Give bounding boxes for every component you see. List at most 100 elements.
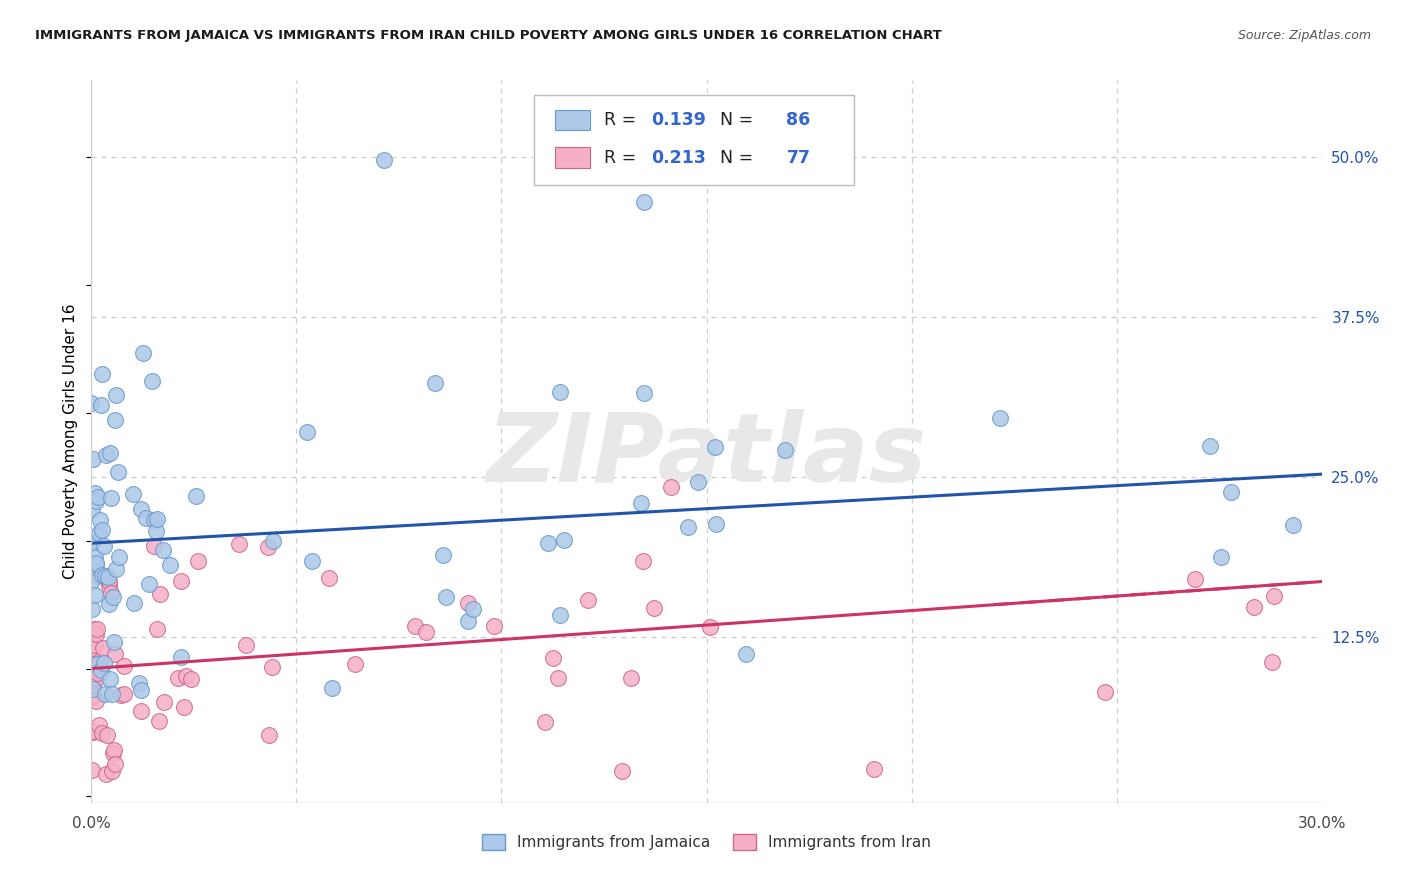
Point: [141, 374, 163, 388]
Point: [83, 640, 105, 655]
Point: [91, 367, 114, 381]
Point: [262, 533, 284, 548]
Point: [84, 588, 107, 602]
Point: [318, 571, 340, 585]
Point: [148, 714, 170, 729]
Legend: Immigrants from Jamaica, Immigrants from Iran: Immigrants from Jamaica, Immigrants from…: [475, 829, 938, 856]
Text: R =: R =: [605, 111, 643, 129]
Point: [138, 576, 160, 591]
Text: 77: 77: [786, 149, 810, 167]
Point: [432, 549, 454, 563]
Point: [84, 694, 107, 708]
Point: [228, 537, 250, 551]
Text: N =: N =: [709, 111, 759, 129]
Point: [100, 586, 122, 600]
Point: [1243, 599, 1265, 614]
Point: [167, 671, 190, 685]
FancyBboxPatch shape: [534, 95, 853, 185]
Point: [80, 395, 103, 409]
Point: [112, 688, 135, 702]
Text: 86: 86: [786, 111, 811, 129]
Point: [146, 511, 169, 525]
Point: [170, 574, 193, 588]
Point: [159, 558, 181, 572]
Point: [84, 556, 107, 570]
Point: [142, 539, 165, 553]
Point: [93, 539, 115, 553]
Point: [103, 635, 125, 649]
Point: [90, 523, 112, 537]
Point: [96, 448, 118, 462]
Point: [84, 638, 107, 652]
Point: [87, 666, 110, 681]
Point: [1184, 573, 1206, 587]
Point: [703, 440, 725, 454]
Point: [100, 491, 122, 505]
Point: [86, 622, 108, 636]
Point: [547, 671, 569, 685]
Point: [80, 671, 103, 685]
Point: [257, 540, 280, 554]
Text: 0.213: 0.213: [651, 149, 706, 167]
Point: [686, 475, 709, 489]
FancyBboxPatch shape: [555, 147, 589, 168]
Point: [152, 543, 174, 558]
Point: [82, 679, 104, 693]
Point: [620, 671, 643, 685]
Point: [434, 591, 457, 605]
Point: [132, 346, 155, 360]
Point: [122, 486, 145, 500]
Point: [415, 625, 437, 640]
Point: [122, 596, 145, 610]
Point: [862, 762, 884, 776]
Point: [96, 727, 118, 741]
Point: [97, 597, 120, 611]
Point: [343, 657, 366, 672]
Point: [104, 388, 127, 402]
Point: [152, 695, 174, 709]
Point: [80, 502, 103, 516]
Point: [98, 446, 121, 460]
Point: [80, 690, 103, 705]
Point: [187, 554, 209, 568]
Point: [82, 673, 104, 687]
Point: [321, 681, 343, 695]
Point: [101, 687, 124, 701]
Point: [110, 688, 132, 702]
Point: [734, 647, 756, 661]
Point: [87, 490, 110, 504]
Point: [104, 413, 127, 427]
Point: [553, 533, 575, 548]
Text: R =: R =: [605, 149, 643, 167]
Point: [661, 480, 683, 494]
Point: [631, 554, 654, 568]
Point: [103, 647, 125, 661]
Point: [103, 757, 125, 772]
Point: [1220, 485, 1243, 500]
Point: [1282, 517, 1305, 532]
Point: [112, 659, 135, 673]
Point: [82, 763, 104, 777]
Point: [82, 536, 104, 550]
Point: [90, 399, 112, 413]
Point: [84, 550, 107, 565]
Point: [145, 524, 167, 538]
Point: [80, 533, 103, 548]
Point: [536, 535, 558, 549]
Point: [990, 410, 1012, 425]
Point: [107, 465, 129, 479]
Point: [423, 376, 446, 390]
Point: [101, 764, 124, 779]
Text: 0.139: 0.139: [651, 111, 706, 129]
Point: [91, 567, 114, 582]
Point: [457, 596, 479, 610]
Point: [1263, 589, 1285, 603]
Point: [80, 680, 103, 694]
Point: [87, 717, 110, 731]
Point: [633, 385, 655, 400]
Point: [170, 650, 193, 665]
Point: [104, 562, 127, 576]
Point: [548, 607, 571, 622]
Point: [101, 746, 124, 760]
Point: [457, 615, 479, 629]
